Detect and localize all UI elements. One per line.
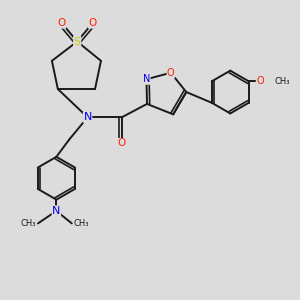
Text: O: O (256, 76, 264, 86)
Text: S: S (74, 37, 81, 46)
Text: N: N (52, 206, 61, 216)
Text: O: O (118, 139, 126, 148)
Text: CH₃: CH₃ (73, 219, 89, 228)
Text: CH₃: CH₃ (275, 77, 290, 86)
Text: N: N (143, 74, 150, 84)
Text: O: O (167, 68, 175, 78)
Text: CH₃: CH₃ (21, 219, 37, 228)
Text: N: N (83, 112, 92, 122)
Text: O: O (88, 18, 97, 28)
Text: O: O (58, 18, 66, 28)
